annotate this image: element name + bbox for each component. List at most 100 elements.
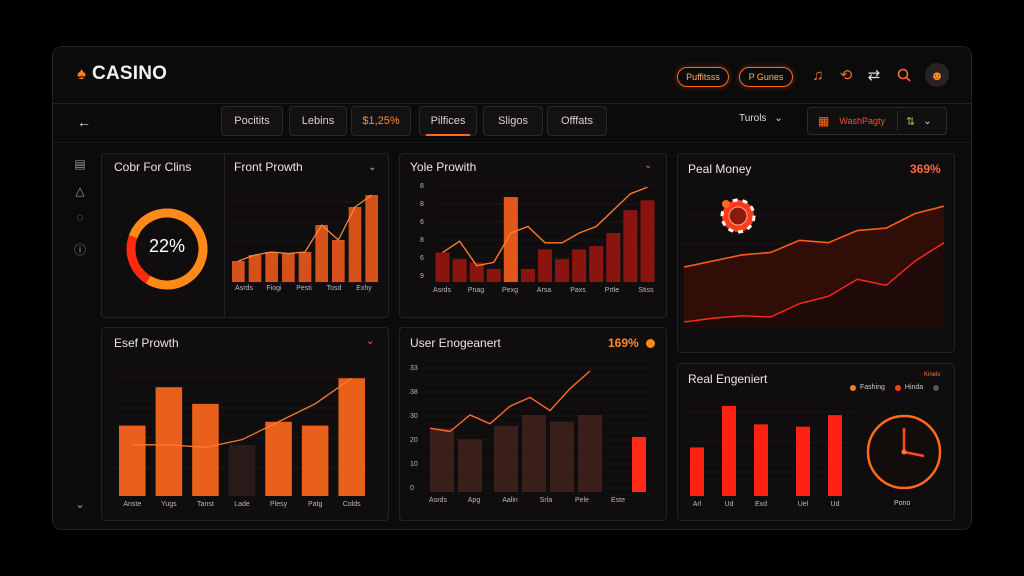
chevron-down-icon[interactable]: ⌄ xyxy=(368,162,377,173)
legend-dot xyxy=(894,384,901,391)
y-tick-label: 6 xyxy=(420,219,424,226)
bar xyxy=(632,437,646,492)
card-esef-growth: Esef Prowth ⌄ Anste Yugs Tanst Lade Plesy Pat… xyxy=(101,327,389,521)
chevron-down-icon[interactable]: ⌄ xyxy=(923,115,932,127)
chevron-down-icon[interactable]: ⌄ xyxy=(644,160,653,171)
bar xyxy=(522,415,546,492)
pill-button-2[interactable]: P Gunes xyxy=(739,67,793,87)
chevron-down-icon[interactable]: ⌄ xyxy=(366,336,375,347)
logo-text: CASINO xyxy=(92,63,168,84)
calendar-icon: ▦ xyxy=(818,114,830,128)
x-tick-label: Exhy xyxy=(356,285,372,292)
music-note-icon[interactable]: ♫ xyxy=(812,66,824,84)
bar xyxy=(248,255,262,282)
stack-icon[interactable]: ▤ xyxy=(74,157,86,171)
card-real-engagement: Real Engeniert Kinels Fashing Hinda Arl U… xyxy=(677,363,955,521)
x-tick-label: Apg xyxy=(468,497,481,504)
refresh-icon[interactable]: ⟲ xyxy=(839,67,853,84)
donut-arc xyxy=(126,208,208,290)
x-tick-label: Plesy xyxy=(270,501,288,508)
date-control[interactable]: ▦ WashPagty ⇅ ⌄ xyxy=(807,107,947,135)
bar xyxy=(550,421,574,492)
tab-6[interactable]: Offfats xyxy=(547,106,607,136)
card1-title: Cobr For Clins xyxy=(114,160,192,174)
x-tick-label: Asrds xyxy=(433,287,451,294)
bar xyxy=(537,249,553,282)
x-tick-label: Asrds xyxy=(235,285,253,292)
dropdown-label: Turols xyxy=(739,113,767,124)
tab-3[interactable]: $1,25% xyxy=(351,106,411,136)
real-engagement-chart: Arl Ud Exd Uel Ud xyxy=(686,405,852,508)
card4-title: Peal Money xyxy=(688,162,752,176)
switch-icon[interactable]: ⇅ xyxy=(906,115,916,128)
series-line xyxy=(238,194,373,262)
pill-button-1[interactable]: Puffitsss xyxy=(677,67,729,87)
user-engagement-value: 169% xyxy=(608,336,639,350)
toolbar: ← Pocitits Lebins $1,25% Pilfices Sligos… xyxy=(53,104,971,143)
back-arrow-icon[interactable]: ← xyxy=(77,114,91,130)
legend-item-2: Hinda xyxy=(904,384,924,391)
spinner-icon[interactable]: ◌ xyxy=(76,210,84,224)
info-icon[interactable]: ⓘ xyxy=(73,243,86,257)
y-tick-label: 20 xyxy=(410,437,418,444)
spade-icon: ♠ xyxy=(77,64,87,83)
warning-icon[interactable]: △ xyxy=(75,184,85,198)
x-tick-label: Arl xyxy=(693,501,702,508)
bar xyxy=(469,262,484,282)
series-line xyxy=(132,377,353,449)
avatar[interactable]: ☻ xyxy=(925,63,949,87)
x-tick-label: Pnag xyxy=(468,287,484,294)
logo[interactable]: ♠ CASINO xyxy=(77,63,167,85)
tab-1[interactable]: Pocitits xyxy=(221,106,283,136)
bar xyxy=(298,252,312,282)
search-icon[interactable] xyxy=(893,64,915,86)
area-fill xyxy=(684,242,944,328)
x-tick-label: Tanst xyxy=(197,501,214,508)
card7-title: Real Engeniert xyxy=(688,372,768,386)
x-tick-label: Aalin xyxy=(502,497,518,504)
esef-growth-chart: Anste Yugs Tanst Lade Plesy Patg Colds xyxy=(114,377,370,508)
bar xyxy=(503,197,518,282)
x-tick-label: Lade xyxy=(234,501,250,508)
y-tick-label: 8 xyxy=(420,237,424,244)
y-tick-label: 38 xyxy=(410,389,418,396)
bar xyxy=(520,268,535,282)
x-tick-label: Fiogi xyxy=(266,285,282,292)
bar xyxy=(332,240,345,282)
x-tick-label: Patg xyxy=(308,501,323,508)
y-tick-label: 8 xyxy=(420,183,424,190)
user-icon: ☻ xyxy=(930,67,944,83)
bar xyxy=(348,207,362,282)
bar xyxy=(265,421,292,496)
series-line xyxy=(442,186,648,267)
tab-5[interactable]: Sligos xyxy=(483,106,543,136)
app-window: ♠ CASINO Puffitsss P Gunes ♫ ⟲ ⇄ ☻ ← Poc… xyxy=(52,46,972,530)
x-tick-label: Anste xyxy=(123,501,141,508)
bar xyxy=(315,225,328,282)
tab-4[interactable]: Pilfices xyxy=(419,106,477,136)
bar xyxy=(282,253,295,282)
card6-title: User Enogeanert xyxy=(410,336,501,350)
x-tick-label: Colds xyxy=(343,501,361,508)
bar xyxy=(578,415,602,492)
card-clients-growth: Cobr For Clins 22% Front Prowth ⌄ Asrds F… xyxy=(101,153,389,318)
tab-2[interactable]: Lebins xyxy=(289,106,347,136)
bar xyxy=(572,249,587,282)
bar xyxy=(690,447,704,496)
clock-label: Pono xyxy=(894,500,911,507)
bar xyxy=(452,259,467,282)
legend-top-label: Kinels xyxy=(924,372,941,378)
y-tick-label: 8 xyxy=(420,201,424,208)
chevron-down-icon: ⌄ xyxy=(774,113,783,124)
y-tick-label: 0 xyxy=(410,485,414,492)
card3-title: Yole Prowith xyxy=(410,160,477,174)
bar xyxy=(265,252,278,282)
bar xyxy=(232,261,245,282)
transfer-icon[interactable]: ⇄ xyxy=(867,67,881,84)
bar xyxy=(555,259,570,282)
series-line xyxy=(429,370,591,433)
bar xyxy=(338,378,365,496)
y-tick-label: 9 xyxy=(420,273,424,280)
chevron-down-icon[interactable]: ⌄ xyxy=(74,497,86,511)
turols-dropdown[interactable]: Turols ⌄ xyxy=(739,113,783,124)
